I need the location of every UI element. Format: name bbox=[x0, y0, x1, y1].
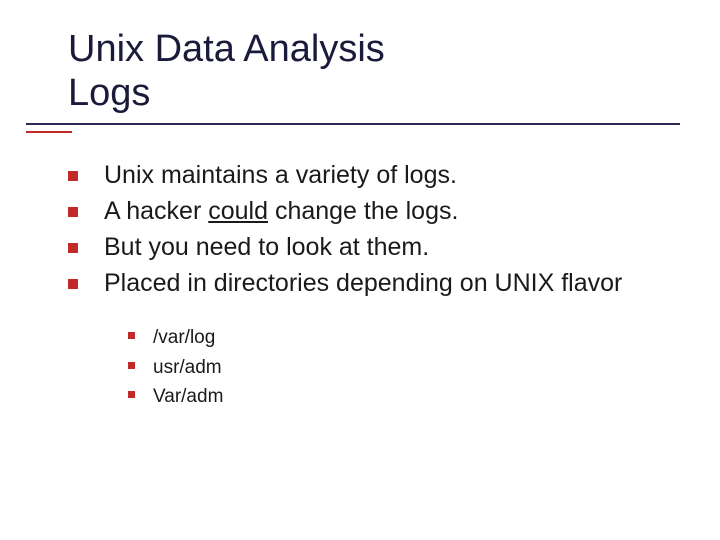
sub-bullet-text: /var/log bbox=[153, 324, 215, 352]
bullet-square-icon bbox=[128, 332, 135, 339]
slide-title-line-2: Logs bbox=[68, 72, 150, 114]
bullet-item: Placed in directories depending on UNIX … bbox=[68, 267, 680, 301]
bullet-item: But you need to look at them. bbox=[68, 231, 680, 265]
slide-title: Unix Data Analysis Logs bbox=[68, 28, 680, 115]
sub-bullet-text: usr/adm bbox=[153, 354, 222, 382]
bullet-square-icon bbox=[128, 362, 135, 369]
bullet-text: But you need to look at them. bbox=[104, 231, 429, 265]
sub-bullet-text: Var/adm bbox=[153, 383, 223, 411]
rule-short bbox=[26, 131, 72, 133]
sub-bullet-item: /var/log bbox=[128, 324, 680, 352]
bullet-square-icon bbox=[68, 171, 78, 181]
bullet-square-icon bbox=[128, 391, 135, 398]
bullet-text-prefix: A hacker bbox=[104, 197, 208, 225]
sub-bullet-item: Var/adm bbox=[128, 383, 680, 411]
slide-title-line-1: Unix Data Analysis bbox=[68, 28, 385, 70]
bullet-square-icon bbox=[68, 207, 78, 217]
bullet-text-suffix: change the logs. bbox=[268, 197, 458, 225]
title-rule bbox=[68, 121, 680, 137]
slide-body: Unix maintains a variety of logs. A hack… bbox=[68, 159, 680, 411]
bullet-text: A hacker could change the logs. bbox=[104, 195, 458, 229]
bullet-item: Unix maintains a variety of logs. bbox=[68, 159, 680, 193]
bullet-square-icon bbox=[68, 243, 78, 253]
bullet-item: A hacker could change the logs. bbox=[68, 195, 680, 229]
rule-long bbox=[26, 123, 680, 125]
bullet-square-icon bbox=[68, 279, 78, 289]
bullet-text: Placed in directories depending on UNIX … bbox=[104, 267, 622, 301]
bullet-text-underlined: could bbox=[208, 197, 268, 225]
bullet-text: Unix maintains a variety of logs. bbox=[104, 159, 457, 193]
sub-bullet-item: usr/adm bbox=[128, 354, 680, 382]
